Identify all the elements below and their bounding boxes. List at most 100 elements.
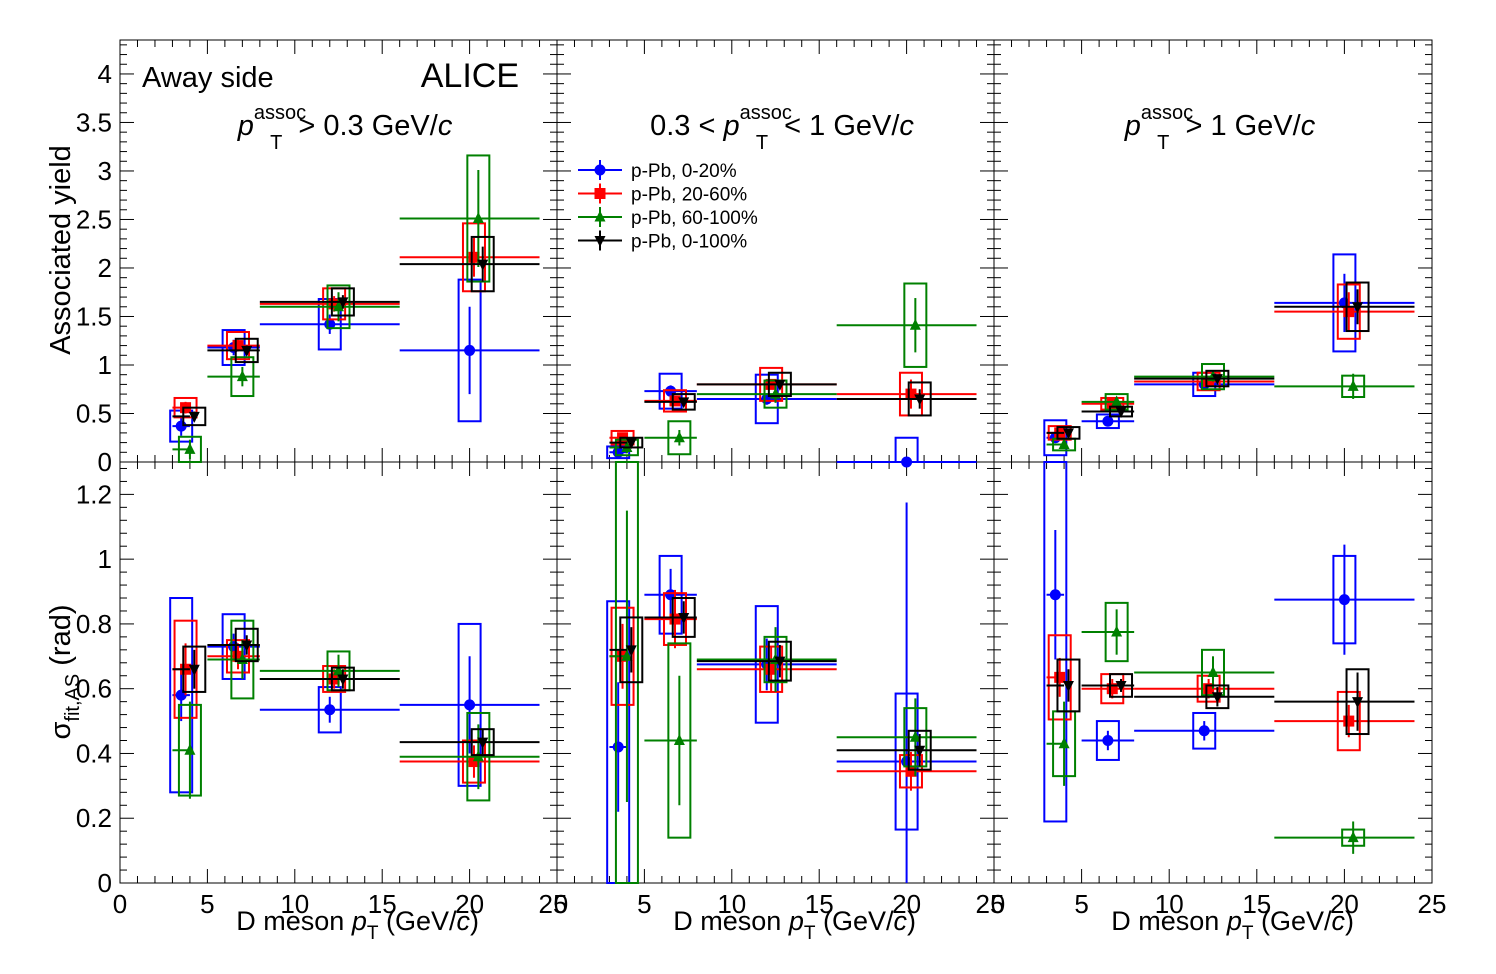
y-tick-label-bottom: 0: [98, 868, 112, 898]
data-point: [1115, 680, 1127, 692]
series: [609, 461, 977, 884]
data-point: [774, 379, 786, 391]
data-point: [905, 388, 917, 400]
series: [1046, 601, 1415, 854]
data-point: [232, 650, 244, 662]
data-point: [337, 297, 349, 309]
data-point: [909, 318, 921, 330]
panel-frame: [993, 461, 1433, 884]
x-axis-label: D meson pT (GeV/c): [236, 906, 479, 944]
series: [1043, 461, 1415, 823]
y-tick-label-top: 3: [98, 156, 112, 186]
data-point: [468, 251, 480, 263]
panel-5: [993, 461, 1433, 884]
data-point: [673, 734, 685, 746]
series: [169, 597, 540, 794]
data-point: [1352, 302, 1364, 314]
data-point: [1207, 666, 1219, 677]
panel-frame: [993, 39, 1433, 463]
data-point: [678, 612, 690, 624]
series: [172, 235, 540, 427]
x-tick-label: 20: [1330, 889, 1359, 919]
x-tick-label: 5: [1074, 889, 1088, 919]
y-tick-label-top: 0.5: [76, 398, 112, 428]
series: [609, 371, 977, 450]
series: [609, 366, 977, 446]
data-point: [625, 438, 637, 450]
x-tick-label: 5: [637, 889, 651, 919]
data-point: [1347, 379, 1359, 391]
data-point: [1115, 407, 1127, 419]
x-tick-label: 25: [539, 889, 568, 919]
data-point: [905, 765, 917, 777]
data-point: [1106, 683, 1118, 695]
panel-title-1: 0.3 < passoc T < 1 GeV/c: [650, 102, 914, 154]
side-label: Away side: [142, 62, 274, 94]
panel-title-2: passoc T > 1 GeV/c: [1124, 102, 1316, 154]
data-point: [324, 704, 336, 716]
data-point: [1347, 831, 1359, 843]
x-tick-label: 5: [200, 889, 214, 919]
y-tick-label-top: 0: [98, 447, 112, 477]
data-point: [594, 210, 606, 222]
data-point: [901, 456, 913, 468]
legend: p-Pb, 0-20% p-Pb, 20-60%p-Pb, 60-100% p-Pb…: [578, 160, 758, 253]
data-point: [1343, 306, 1355, 318]
data-point: [1102, 415, 1114, 427]
series: [609, 597, 977, 771]
x-axis-label: D meson pT (GeV/c): [673, 906, 916, 944]
y-tick-label-top: 2.5: [76, 204, 112, 234]
data-point: [1352, 697, 1364, 709]
data-point: [765, 663, 777, 675]
data-point: [184, 743, 196, 755]
data-point: [1062, 680, 1074, 692]
syst-box: [169, 597, 194, 794]
data-point: [1106, 398, 1118, 410]
data-point: [1198, 725, 1210, 737]
data-point: [1111, 625, 1123, 637]
data-point: [1203, 375, 1215, 387]
data-point: [1062, 428, 1074, 440]
legend-entry: p-Pb, 20-60%: [578, 183, 747, 206]
y-tick-label-top: 1: [98, 350, 112, 380]
data-point: [1049, 589, 1061, 601]
panel-title-0: passoc T > 0.3 GeV/c: [237, 102, 453, 154]
x-tick-label: 20: [455, 889, 484, 919]
x-tick-label: 10: [1155, 889, 1184, 919]
data-point: [621, 440, 633, 452]
data-point: [333, 664, 344, 676]
data-point: [673, 431, 685, 443]
data-point: [333, 300, 344, 312]
data-point: [477, 259, 489, 271]
data-point: [328, 298, 340, 310]
series: [1046, 658, 1415, 736]
series: [606, 502, 977, 884]
syst-box: [1043, 461, 1068, 823]
data-point: [337, 674, 349, 686]
x-tick-label: 15: [368, 889, 397, 919]
data-point: [1343, 715, 1355, 727]
series-group-2: [1043, 253, 1415, 457]
series: [609, 589, 977, 791]
x-axis-label: D meson pT (GeV/c): [1111, 906, 1354, 944]
data-point: [678, 397, 690, 409]
series: [172, 154, 540, 463]
series: [172, 619, 540, 802]
data-point: [914, 394, 926, 406]
data-point: [464, 699, 476, 711]
y-tick-label-bottom: 1.2: [76, 479, 112, 509]
x-tick-label: 25: [976, 889, 1005, 919]
data-point: [612, 741, 624, 753]
data-point: [188, 411, 200, 423]
data-point: [1211, 692, 1223, 704]
series: [172, 627, 540, 757]
data-point: [472, 212, 484, 224]
series: [1046, 283, 1415, 441]
x-tick-label: 10: [280, 889, 309, 919]
y-tick-label-top: 3.5: [76, 107, 112, 137]
data-point: [594, 236, 606, 247]
y-tick-label-bottom: 0.2: [76, 803, 112, 833]
series-group-1: [606, 282, 977, 468]
series-group-3: [169, 597, 540, 802]
data-point: [774, 656, 786, 668]
